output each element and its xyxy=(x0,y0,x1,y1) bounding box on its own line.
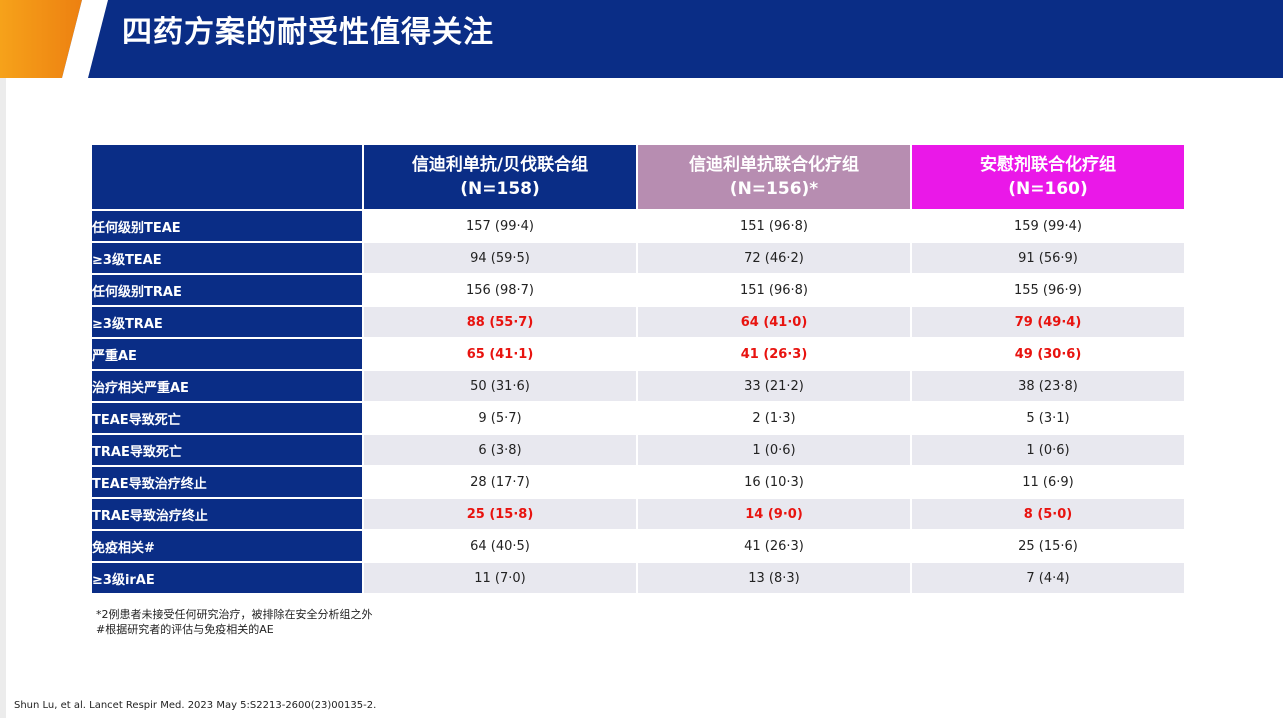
row-label: TEAE导致治疗终止 xyxy=(92,467,362,497)
table-cell: 11 (6·9) xyxy=(912,467,1184,497)
table-cell: 25 (15·8) xyxy=(364,499,636,529)
table-cell: 8 (5·0) xyxy=(912,499,1184,529)
table-cell: 33 (21·2) xyxy=(638,371,910,401)
row-label: 任何级别TEAE xyxy=(92,211,362,241)
table-row: TEAE导致死亡 9 (5·7) 2 (1·3) 5 (3·1) xyxy=(92,403,1184,433)
table-cell: 79 (49·4) xyxy=(912,307,1184,337)
table-row: TRAE导致治疗终止 25 (15·8) 14 (9·0) 8 (5·0) xyxy=(92,499,1184,529)
row-label: TRAE导致治疗终止 xyxy=(92,499,362,529)
table-header-row: 信迪利单抗/贝伐联合组 (N=158) 信迪利单抗联合化疗组 (N=156)* … xyxy=(92,145,1184,209)
group-name: 信迪利单抗/贝伐联合组 xyxy=(411,155,589,175)
table-cell: 38 (23·8) xyxy=(912,371,1184,401)
table-body: 任何级别TEAE 157 (99·4) 151 (96·8) 159 (99·4) ≥3… xyxy=(92,211,1184,593)
citation: Shun Lu, et al. Lancet Respir Med. 2023 … xyxy=(14,700,377,711)
table-cell: 88 (55·7) xyxy=(364,307,636,337)
row-label: ≥3级irAE xyxy=(92,563,362,593)
table-cell: 14 (9·0) xyxy=(638,499,910,529)
header-bar xyxy=(0,0,1283,78)
group-n: (N=160) xyxy=(1008,179,1088,199)
table-row: ≥3级TEAE 94 (59·5) 72 (46·2) 91 (56·9) xyxy=(92,243,1184,273)
table-cell: 155 (96·9) xyxy=(912,275,1184,305)
footnote-irae: #根据研究者的评估与免疫相关的AE xyxy=(96,623,274,636)
table-cell: 1 (0·6) xyxy=(912,435,1184,465)
row-label: TRAE导致死亡 xyxy=(92,435,362,465)
table-corner-cell xyxy=(92,145,362,209)
table-row: 免疫相关# 64 (40·5) 41 (26·3) 25 (15·6) xyxy=(92,531,1184,561)
table-row: 严重AE 65 (41·1) 41 (26·3) 49 (30·6) xyxy=(92,339,1184,369)
group-n: (N=156)* xyxy=(729,179,819,199)
table-cell: 64 (40·5) xyxy=(364,531,636,561)
table-cell: 91 (56·9) xyxy=(912,243,1184,273)
row-label: ≥3级TRAE xyxy=(92,307,362,337)
table-cell: 151 (96·8) xyxy=(638,211,910,241)
table-cell: 49 (30·6) xyxy=(912,339,1184,369)
table-cell: 50 (31·6) xyxy=(364,371,636,401)
table-cell: 156 (98·7) xyxy=(364,275,636,305)
table-cell: 41 (26·3) xyxy=(638,531,910,561)
row-label: 严重AE xyxy=(92,339,362,369)
group-name: 信迪利单抗联合化疗组 xyxy=(689,155,859,175)
footnotes: *2例患者未接受任何研究治疗，被排除在安全分析组之外 #根据研究者的评估与免疫相… xyxy=(96,607,373,637)
table-cell: 16 (10·3) xyxy=(638,467,910,497)
table-row: TRAE导致死亡 6 (3·8) 1 (0·6) 1 (0·6) xyxy=(92,435,1184,465)
slide-title: 四药方案的耐受性值得关注 xyxy=(122,15,494,50)
row-label: TEAE导致死亡 xyxy=(92,403,362,433)
group-header-placebo-chemo: 安慰剂联合化疗组 (N=160) xyxy=(912,145,1184,209)
table-cell: 41 (26·3) xyxy=(638,339,910,369)
table-cell: 72 (46·2) xyxy=(638,243,910,273)
table-cell: 28 (17·7) xyxy=(364,467,636,497)
table-cell: 157 (99·4) xyxy=(364,211,636,241)
table-row: 任何级别TEAE 157 (99·4) 151 (96·8) 159 (99·4) xyxy=(92,211,1184,241)
table-cell: 1 (0·6) xyxy=(638,435,910,465)
table-cell: 5 (3·1) xyxy=(912,403,1184,433)
table-cell: 11 (7·0) xyxy=(364,563,636,593)
row-label: 治疗相关严重AE xyxy=(92,371,362,401)
table-row: ≥3级irAE 11 (7·0) 13 (8·3) 7 (4·4) xyxy=(92,563,1184,593)
table-cell: 159 (99·4) xyxy=(912,211,1184,241)
table-cell: 9 (5·7) xyxy=(364,403,636,433)
table-cell: 13 (8·3) xyxy=(638,563,910,593)
slide-left-edge xyxy=(0,0,6,718)
table-cell: 151 (96·8) xyxy=(638,275,910,305)
table-cell: 25 (15·6) xyxy=(912,531,1184,561)
group-name: 安慰剂联合化疗组 xyxy=(980,155,1116,175)
table-row: 治疗相关严重AE 50 (31·6) 33 (21·2) 38 (23·8) xyxy=(92,371,1184,401)
group-header-sintilimab-bev: 信迪利单抗/贝伐联合组 (N=158) xyxy=(364,145,636,209)
group-n: (N=158) xyxy=(460,179,540,199)
adverse-events-table: 信迪利单抗/贝伐联合组 (N=158) 信迪利单抗联合化疗组 (N=156)* … xyxy=(90,143,1186,595)
table-row: TEAE导致治疗终止 28 (17·7) 16 (10·3) 11 (6·9) xyxy=(92,467,1184,497)
table-row: 任何级别TRAE 156 (98·7) 151 (96·8) 155 (96·9) xyxy=(92,275,1184,305)
group-header-sintilimab-chemo: 信迪利单抗联合化疗组 (N=156)* xyxy=(638,145,910,209)
table-cell: 94 (59·5) xyxy=(364,243,636,273)
row-label: 任何级别TRAE xyxy=(92,275,362,305)
row-label: ≥3级TEAE xyxy=(92,243,362,273)
table-cell: 6 (3·8) xyxy=(364,435,636,465)
table-cell: 2 (1·3) xyxy=(638,403,910,433)
row-label: 免疫相关# xyxy=(92,531,362,561)
table-cell: 64 (41·0) xyxy=(638,307,910,337)
table-row: ≥3级TRAE 88 (55·7) 64 (41·0) 79 (49·4) xyxy=(92,307,1184,337)
table-cell: 65 (41·1) xyxy=(364,339,636,369)
footnote-safety-set: *2例患者未接受任何研究治疗，被排除在安全分析组之外 xyxy=(96,608,373,621)
table-cell: 7 (4·4) xyxy=(912,563,1184,593)
